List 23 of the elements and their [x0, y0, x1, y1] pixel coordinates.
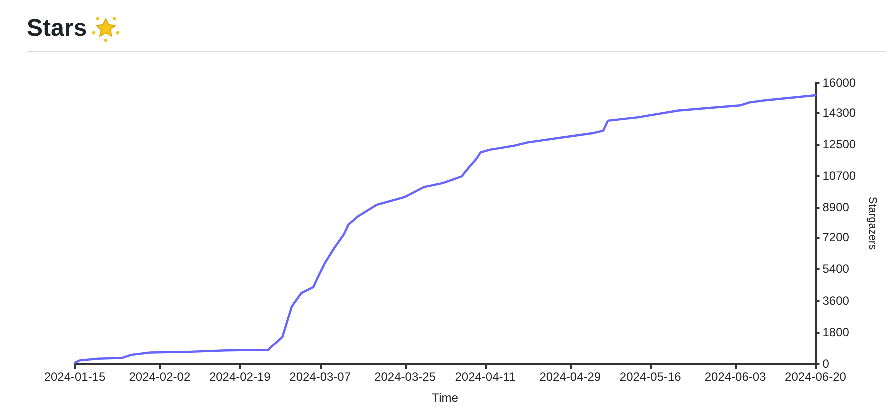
y-tick-label: 0: [822, 357, 830, 371]
x-axis-title: Time: [432, 391, 459, 405]
y-tick-label: 14300: [822, 106, 856, 120]
y-tick-label: 8900: [822, 200, 850, 215]
y-tick-label: 16000: [822, 76, 856, 90]
x-tick-label: 2024-02-19: [209, 370, 272, 384]
y-tick-label: 7200: [822, 230, 850, 245]
x-tick-label: 2024-05-16: [620, 370, 682, 384]
x-tick-label: 2024-02-02: [129, 370, 191, 384]
x-tick-label: 2024-06-03: [704, 370, 767, 384]
y-axis-title: Stargazers: [866, 196, 878, 251]
y-tick-label: 10700: [822, 169, 856, 184]
y-tick-label: 3600: [822, 294, 850, 308]
y-tick-label: 12500: [822, 137, 856, 152]
x-tick-label: 2024-01-15: [44, 370, 106, 384]
y-tick-label: 5400: [822, 262, 850, 276]
chart-title: Stars: [27, 14, 88, 44]
x-tick-label: 2024-03-07: [290, 370, 352, 384]
x-tick-label: 2024-03-25: [374, 370, 436, 384]
x-tick-label: 2024-04-11: [455, 370, 516, 384]
x-tick-label: 2024-06-20: [785, 370, 847, 384]
x-tick-label: 2024-04-29: [540, 370, 602, 384]
y-tick-label: 1800: [822, 325, 850, 340]
